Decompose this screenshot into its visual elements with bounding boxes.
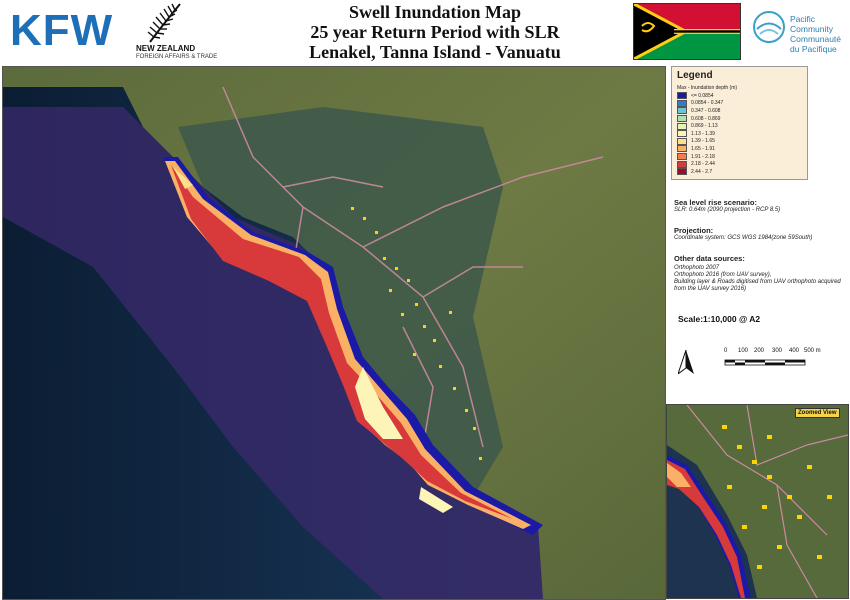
legend-swatch (677, 153, 687, 161)
legend-item: 1.39 - 1.65 (677, 137, 723, 146)
legend-label: 1.65 - 1.91 (691, 145, 715, 152)
legend-label: 0.0854 - 0.347 (691, 100, 724, 107)
sources-section: Other data sources: Orthophoto 2007 Orth… (674, 254, 846, 293)
legend-item: 0.0854 - 0.347 (677, 99, 724, 108)
legend-item: 1.65 - 1.91 (677, 145, 723, 153)
slr-heading: Sea level rise scenario: (674, 198, 757, 207)
legend-item: 2.44 - 2.7 (677, 168, 723, 176)
scale-tick-labels: 0 100 200 300 400 500 m (724, 348, 844, 358)
legend-item: 1.13 - 1.39 (677, 130, 723, 138)
scale-tick-label: 400 (789, 348, 800, 354)
kfw-logo: KFW (10, 6, 114, 55)
nz-ministry: FOREIGN AFFAIRS & TRADE (136, 54, 218, 60)
projection-heading: Projection: (674, 226, 714, 235)
legend-item: <= 0.0854 (677, 92, 723, 100)
zoomed-view-map[interactable] (666, 404, 849, 599)
projection-section: Projection: Coordinate system: GCS WGS 1… (674, 226, 846, 242)
legend: Legend Max - Inundation depth (m) <= 0.0… (671, 66, 808, 180)
sources-line-4: from the UAV survey 2016) (674, 286, 747, 292)
projection-text: Coordinate system: GCS WGS 1984(zone 59S… (674, 235, 813, 241)
spc-line-1: Pacific (790, 14, 816, 24)
legend-item: 2.18 - 2.44 (677, 160, 723, 168)
scale-tick-label: 300 (772, 348, 783, 354)
spc-line-3: Communauté (790, 34, 842, 44)
legend-label: 1.13 - 1.39 (691, 130, 715, 137)
scale-bar: 0 100 200 300 400 500 m (724, 346, 844, 370)
map-header: KFW NEW ZEALAND FOREIGN AFFAIRS & TRADE … (0, 0, 850, 64)
nz-name: NEW ZEALAND (136, 44, 196, 53)
legend-label: 1.91 - 2.18 (691, 153, 715, 160)
sources-heading: Other data sources: (674, 254, 745, 263)
map-title: Swell Inundation Map 25 year Return Peri… (250, 2, 620, 62)
slr-text: SLR: 0.64m (2090 projection - RCP 8.5) (674, 207, 781, 213)
zoomed-view-label: Zoomed View (795, 408, 840, 418)
north-arrow-icon (678, 350, 694, 374)
legend-item: 0.869 - 1.13 (677, 122, 723, 130)
legend-swatch (677, 99, 687, 107)
legend-title: Legend (677, 70, 713, 81)
legend-label: 1.39 - 1.65 (691, 138, 715, 145)
legend-swatch (677, 160, 687, 168)
flag-graphic (634, 4, 740, 59)
spc-line-2: Community (790, 24, 833, 34)
legend-subtitle: Max - Inundation depth (m) (677, 85, 738, 91)
legend-item: 0.347 - 0.608 (677, 107, 723, 115)
sources-line-1: Orthophoto 2007 (674, 265, 720, 271)
spc-text: Pacific Community Communauté du Pacifiqu… (790, 14, 841, 54)
scale-label: Scale:1:10,000 @ A2 (678, 314, 761, 324)
legend-swatch (677, 130, 687, 138)
legend-label: <= 0.0854 (691, 92, 714, 99)
title-line-1: Swell Inundation Map (348, 2, 522, 22)
sources-line-3: Building layer & Roads digitised from UA… (674, 279, 841, 285)
legend-items: <= 0.0854 0.0854 - 0.347 0.347 - 0.608 0.60… (677, 92, 723, 176)
legend-label: 0.347 - 0.608 (691, 107, 721, 114)
main-map[interactable] (2, 66, 666, 600)
legend-swatch (677, 122, 687, 130)
new-zealand-logo: NEW ZEALAND FOREIGN AFFAIRS & TRADE (136, 2, 226, 62)
scale-bar-graphic (724, 359, 806, 366)
fern-icon (147, 3, 181, 43)
legend-label: 0.608 - 0.869 (691, 115, 721, 122)
title-line-3: Lenakel, Tanna Island - Vanuatu (309, 42, 561, 62)
spc-emblem-icon (753, 11, 785, 43)
legend-swatch (677, 145, 687, 153)
vanuatu-flag (633, 3, 741, 60)
slr-section: Sea level rise scenario: SLR: 0.64m (209… (674, 198, 846, 214)
scale-tick-label: 100 (738, 348, 749, 354)
legend-label: 0.869 - 1.13 (691, 123, 718, 130)
scale-tick-label: 0 (724, 348, 728, 354)
legend-label: 2.18 - 2.44 (691, 161, 715, 168)
legend-swatch (677, 107, 687, 115)
legend-label: 2.44 - 2.7 (691, 168, 713, 175)
sources-line-2: Orthophoto 2016 (from UAV survey), (674, 272, 772, 278)
scale-tick-label: 500 m (804, 348, 821, 354)
legend-swatch (677, 92, 687, 100)
legend-swatch (677, 115, 687, 123)
title-line-2: 25 year Return Period with SLR (310, 22, 560, 42)
pacific-community-logo: Pacific Community Communauté du Pacifiqu… (752, 8, 848, 58)
legend-swatch (677, 168, 687, 176)
map-canvas (3, 67, 665, 599)
spc-line-4: du Pacifique (790, 44, 837, 54)
scale-tick-label: 200 (754, 348, 765, 354)
zoom-canvas (667, 405, 848, 598)
legend-item: 1.91 - 2.18 (677, 153, 723, 161)
legend-item: 0.608 - 0.869 (677, 115, 723, 123)
legend-swatch (677, 137, 687, 145)
